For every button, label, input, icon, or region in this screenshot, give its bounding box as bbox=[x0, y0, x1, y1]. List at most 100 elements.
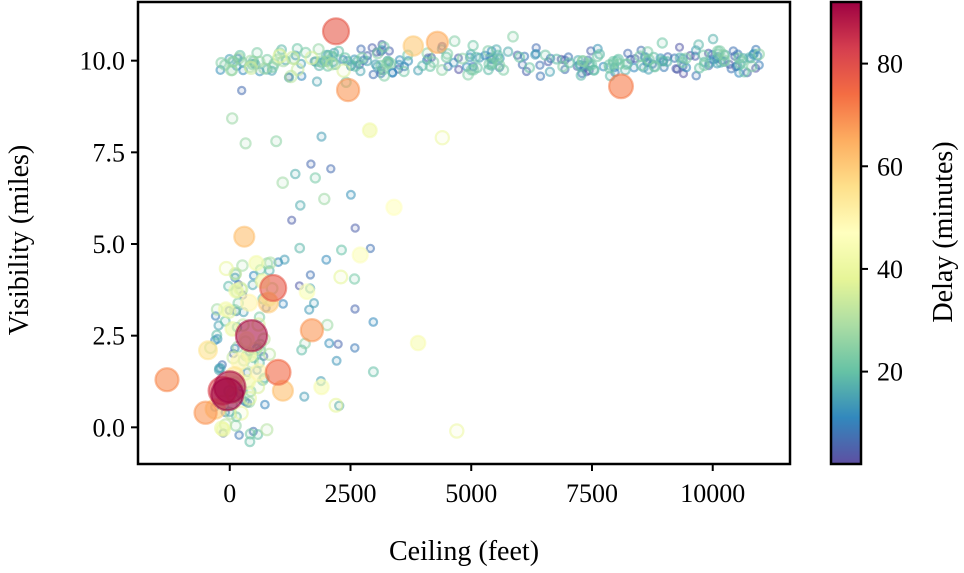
scatter-point bbox=[156, 368, 179, 391]
scatter-point bbox=[694, 40, 703, 49]
scatter-point bbox=[367, 245, 374, 252]
scatter-point bbox=[246, 429, 255, 438]
scatter-point bbox=[578, 56, 588, 66]
scatter-point bbox=[287, 52, 299, 64]
scatter-point bbox=[265, 258, 276, 269]
colorbar-tick-label: 80 bbox=[877, 50, 903, 79]
scatter-point bbox=[327, 165, 334, 172]
scatter-point bbox=[319, 194, 329, 204]
scatter-point bbox=[382, 59, 392, 69]
scatter-point bbox=[219, 302, 233, 316]
scatter-point bbox=[251, 364, 267, 380]
scatter-point bbox=[370, 71, 377, 78]
scatter-point bbox=[450, 424, 463, 437]
scatter-point bbox=[199, 341, 217, 359]
scatter-point bbox=[217, 423, 230, 436]
colorbar bbox=[831, 2, 861, 464]
scatter-point bbox=[370, 318, 378, 326]
x-axis: 0 2500 5000 7500 10000 bbox=[223, 464, 745, 508]
x-tick-label: 5000 bbox=[445, 479, 497, 508]
scatter-point bbox=[278, 178, 288, 188]
colorbar-label: Delay (minutes) bbox=[928, 141, 959, 322]
scatter-point bbox=[546, 68, 554, 76]
scatter-point bbox=[337, 246, 346, 255]
scatter-point bbox=[404, 36, 423, 55]
scatter-point bbox=[271, 136, 281, 146]
scatter-point bbox=[699, 51, 708, 60]
scatter-point bbox=[337, 79, 359, 101]
y-tick-label: 2.5 bbox=[93, 322, 126, 351]
y-tick-label: 5.0 bbox=[93, 230, 126, 259]
scatter-point bbox=[261, 424, 272, 435]
scatter-point bbox=[747, 62, 757, 72]
scatter-point bbox=[264, 349, 275, 360]
scatter-point bbox=[220, 262, 233, 275]
y-tick-label: 0.0 bbox=[93, 413, 126, 442]
scatter-point bbox=[295, 244, 304, 253]
scatter-point bbox=[429, 57, 439, 67]
scatter-point bbox=[307, 161, 314, 168]
scatter-point bbox=[463, 70, 473, 80]
scatter-point bbox=[676, 44, 683, 51]
scatter-point bbox=[333, 357, 341, 365]
scatter-point bbox=[314, 380, 328, 394]
colorbar-axis: 20 40 60 80 bbox=[861, 50, 903, 387]
scatter-point bbox=[260, 275, 286, 301]
scatter-point bbox=[323, 18, 349, 44]
scatter-point bbox=[504, 48, 512, 56]
y-axis: 0.02.55.07.510.0 bbox=[80, 47, 139, 443]
scatter-point bbox=[249, 256, 263, 270]
scatter-point bbox=[754, 49, 764, 59]
scatter-point bbox=[292, 64, 304, 76]
scatter-point bbox=[357, 46, 364, 53]
scatter-point bbox=[212, 331, 221, 340]
scatter-point bbox=[322, 256, 330, 264]
scatter-point bbox=[291, 170, 299, 178]
scatter-point bbox=[236, 320, 267, 351]
scatter-point bbox=[305, 52, 317, 64]
scatter-point bbox=[313, 78, 321, 86]
scatter-point bbox=[709, 35, 717, 43]
scatter-point bbox=[531, 51, 539, 59]
scatter-point bbox=[593, 52, 602, 61]
scatter-point bbox=[234, 53, 244, 63]
scatter-point bbox=[341, 53, 350, 62]
scatter-point bbox=[399, 67, 408, 76]
scatter-point bbox=[238, 87, 245, 94]
scatter-point bbox=[235, 431, 242, 438]
scatter-point bbox=[274, 50, 287, 63]
x-tick-label: 10000 bbox=[680, 479, 745, 508]
scatter-point bbox=[335, 341, 342, 348]
scatter-point bbox=[347, 191, 355, 199]
y-axis-label: Visibility (miles) bbox=[4, 145, 35, 335]
scatter-point bbox=[330, 399, 343, 412]
scatter-point bbox=[450, 36, 460, 46]
scatter-point bbox=[226, 65, 236, 75]
scatter-point bbox=[325, 339, 333, 347]
x-tick-label: 2500 bbox=[325, 479, 377, 508]
scatter-point bbox=[380, 71, 390, 81]
scatter-point bbox=[350, 274, 359, 283]
scatter-point bbox=[195, 402, 217, 424]
scatter-point bbox=[357, 53, 367, 63]
scatter-point bbox=[609, 74, 633, 98]
scatter-point bbox=[279, 300, 287, 308]
scatter-point bbox=[334, 271, 347, 284]
scatter-point bbox=[720, 56, 730, 66]
scatter-point bbox=[458, 54, 468, 64]
scatter-point bbox=[369, 367, 378, 376]
scatter-point bbox=[734, 53, 743, 62]
scatter-point bbox=[300, 284, 315, 299]
colorbar-tick-label: 20 bbox=[877, 358, 903, 387]
colorbar-tick-label: 40 bbox=[877, 255, 903, 284]
x-tick-label: 7500 bbox=[566, 479, 618, 508]
scatter-point bbox=[386, 200, 401, 215]
x-tick-label: 0 bbox=[223, 479, 236, 508]
scatter-point bbox=[234, 227, 254, 247]
scatter-point bbox=[469, 41, 478, 50]
scatter-point bbox=[615, 59, 624, 68]
scatter-point bbox=[311, 173, 320, 182]
scatter-point bbox=[495, 60, 505, 70]
scatter-point bbox=[326, 58, 337, 69]
scatter-point bbox=[700, 61, 709, 70]
